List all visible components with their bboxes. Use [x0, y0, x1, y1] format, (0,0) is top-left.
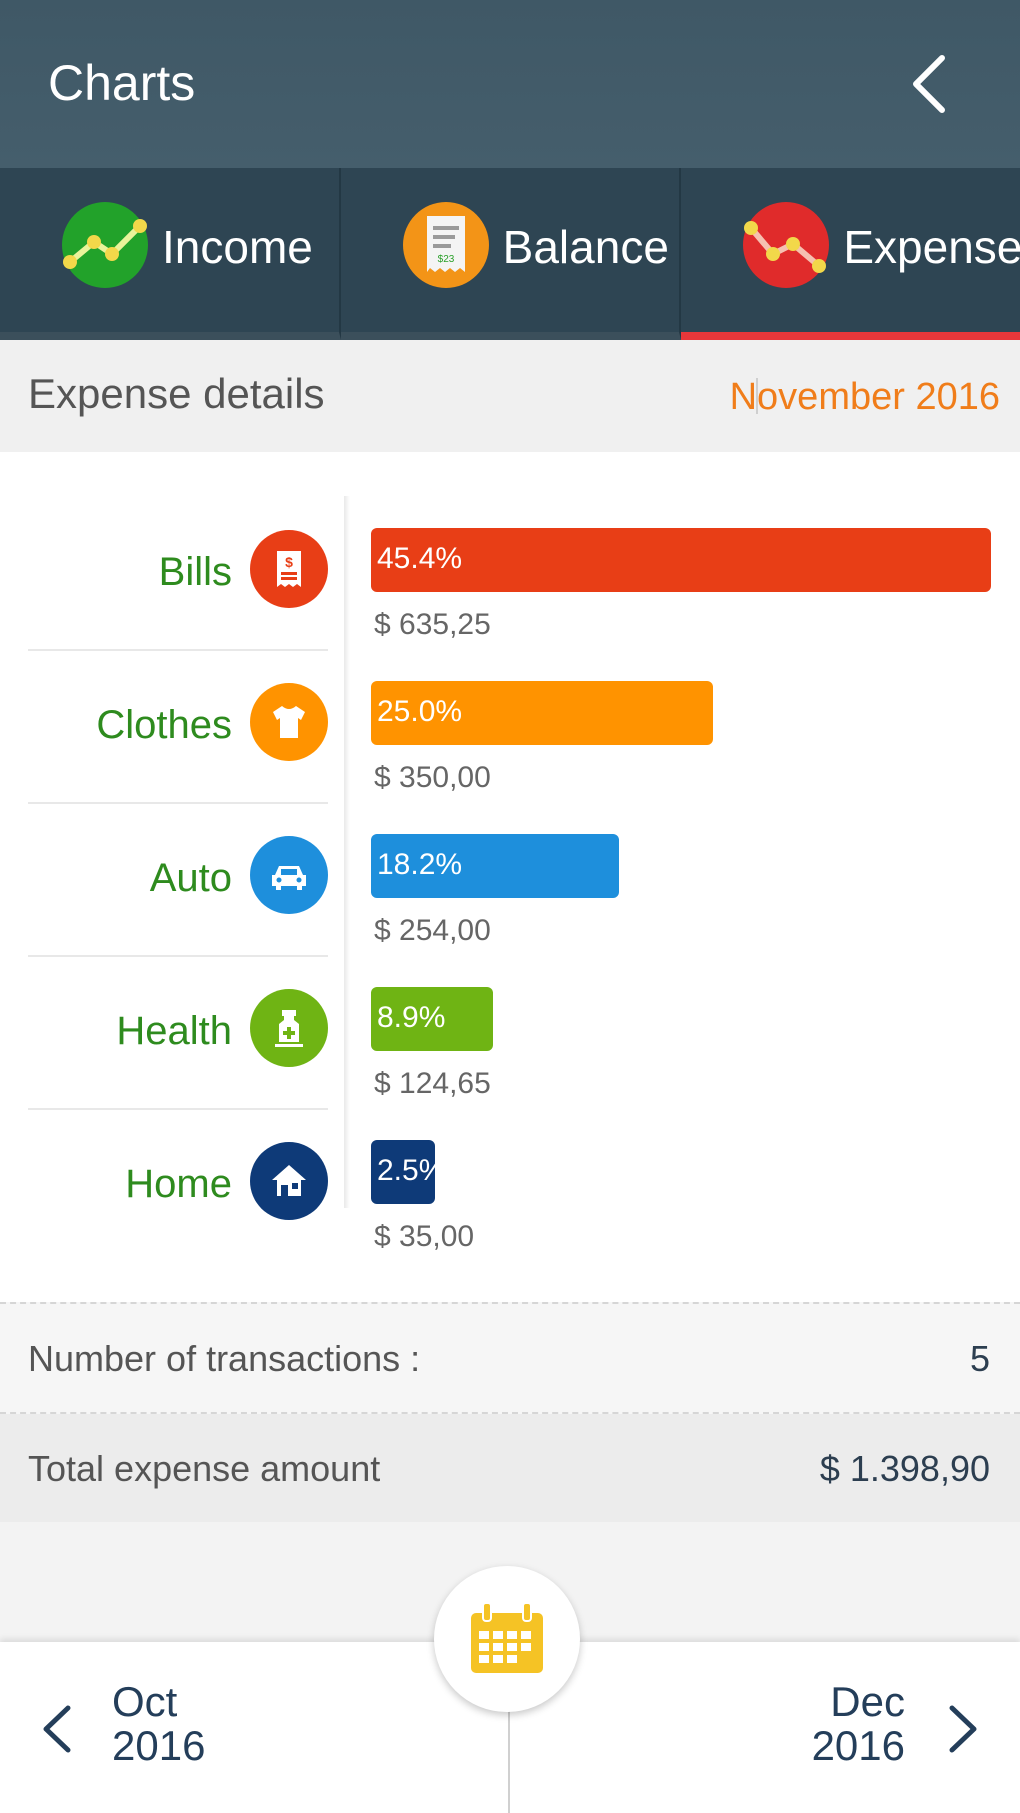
total-label: Total expense amount [28, 1448, 381, 1489]
previous-year-label: 2016 [112, 1722, 206, 1769]
tshirt-icon [250, 683, 328, 761]
back-button[interactable] [900, 52, 964, 116]
category-amount: $ 635,25 [374, 608, 491, 641]
chevron-left-icon [43, 1705, 71, 1753]
category-percent: 25.0% [377, 695, 463, 728]
row-divider [28, 955, 328, 957]
page-title: Charts [48, 55, 196, 111]
category-percent: 45.4% [377, 542, 463, 575]
category-amount: $ 350,00 [374, 761, 491, 794]
category-row-health[interactable]: Health 8.9% $ 124,65 [0, 955, 1020, 1108]
total-amount: $ 1.398,90 [819, 1448, 990, 1489]
total-row: Total expense amount $ 1.398,90 [0, 1414, 1020, 1522]
transactions-row: Number of transactions : 5 [0, 1302, 1020, 1414]
category-bar: 45.4% [371, 528, 991, 592]
transactions-label: Number of transactions : [28, 1338, 421, 1379]
previous-month-label: Oct [112, 1678, 178, 1725]
row-divider [28, 1108, 328, 1110]
transactions-count: 5 [969, 1338, 990, 1379]
car-icon [250, 836, 328, 914]
tab-income-label: Income [162, 221, 313, 273]
category-name: Clothes [96, 703, 232, 747]
row-divider [28, 802, 328, 804]
category-name: Auto [149, 856, 232, 900]
category-name: Bills [158, 550, 232, 594]
category-name: Health [116, 1009, 232, 1053]
category-bar: 18.2% [371, 834, 619, 898]
details-title: Expense details [28, 370, 325, 417]
chevron-left-icon [913, 55, 945, 113]
home-icon [250, 1142, 328, 1220]
category-amount: $ 35,00 [374, 1220, 475, 1253]
calendar-icon [471, 1602, 543, 1673]
income-chart-icon [62, 202, 148, 288]
next-year-label: 2016 [811, 1722, 905, 1769]
tab-balance-label: Balance [502, 221, 669, 273]
tab-balance[interactable]: $23 Balance [340, 168, 682, 340]
chart-axis-divider [344, 496, 350, 1208]
category-row-home[interactable]: Home 2.5% $ 35,00 [0, 1108, 1020, 1261]
category-percent: 18.2% [377, 848, 463, 881]
svg-text:$: $ [285, 554, 293, 570]
category-bar: 8.9% [371, 987, 493, 1051]
tab-expense-label: Expense [843, 221, 1020, 273]
category-row-clothes[interactable]: Clothes 25.0% $ 350,00 [0, 649, 1020, 802]
expense-chart-icon [743, 202, 830, 288]
calendar-button[interactable] [434, 1566, 580, 1712]
category-amount: $ 124,65 [374, 1067, 491, 1100]
bill-icon: $ [250, 530, 328, 608]
tab-income[interactable]: Income [0, 168, 341, 340]
nav-divider [508, 1702, 510, 1813]
category-bar: 25.0% [371, 681, 713, 745]
category-percent: 2.5% [377, 1154, 446, 1187]
app-header: Charts [0, 0, 1020, 168]
divider [756, 378, 758, 414]
row-divider [28, 649, 328, 651]
chart-tabs: Income $23 Balance Expense [0, 168, 1020, 340]
category-percent: 8.9% [377, 1001, 446, 1034]
details-header: Expense details November 2016 [0, 340, 1020, 452]
category-bar: 2.5% [371, 1140, 445, 1204]
category-amount: $ 254,00 [374, 914, 491, 947]
receipt-icon: $23 [402, 202, 489, 288]
medicine-icon [250, 989, 328, 1067]
expense-bar-chart: Bills $ 45.4% $ 635,25 Clothes 25.0% $ 3… [0, 452, 1020, 1260]
category-name: Home [125, 1162, 232, 1206]
svg-text:$23: $23 [437, 254, 454, 265]
tab-expense[interactable]: Expense [681, 168, 1020, 340]
category-row-auto[interactable]: Auto 18.2% $ 254,00 [0, 802, 1020, 955]
chevron-right-icon [949, 1705, 977, 1753]
category-row-bills[interactable]: Bills $ 45.4% $ 635,25 [0, 496, 1020, 649]
next-month-label: Dec [830, 1678, 905, 1725]
next-month-button[interactable]: Dec 2016 [510, 1642, 1020, 1813]
previous-month-button[interactable]: Oct 2016 [0, 1642, 508, 1813]
period-label: November 2016 [729, 376, 1000, 418]
